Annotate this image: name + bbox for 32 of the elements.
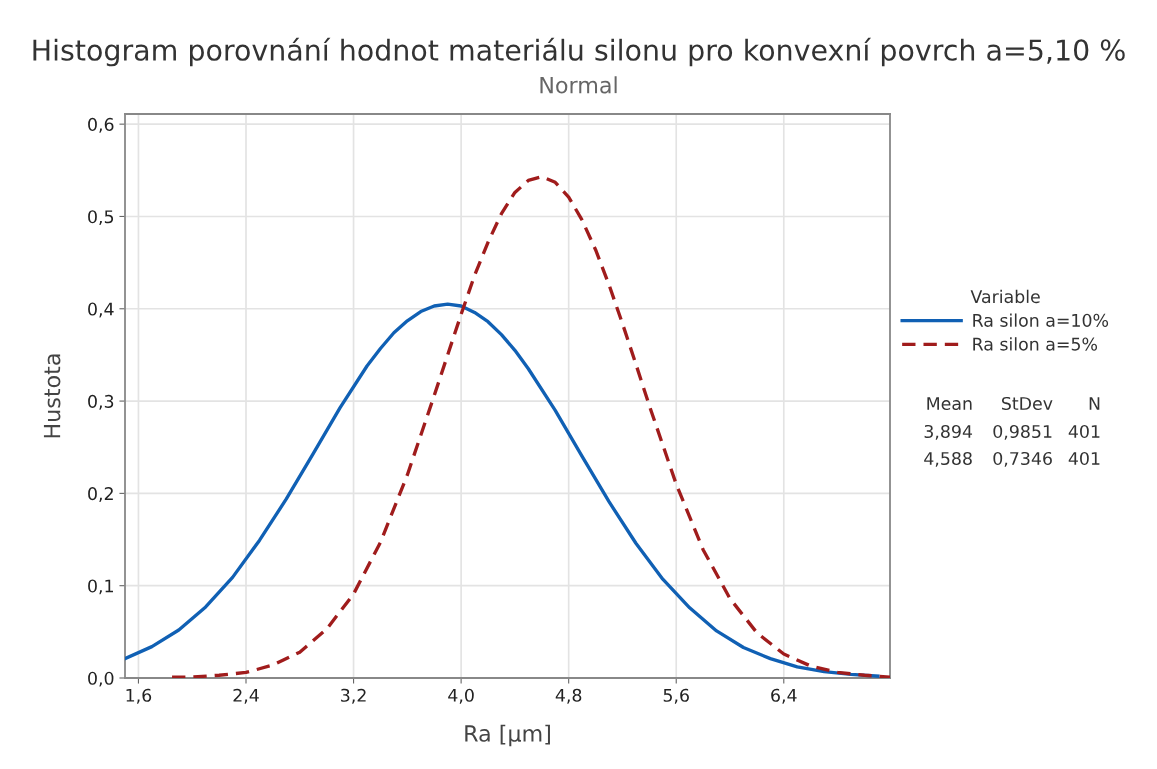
x-axis-title: Ra [µm]	[465, 724, 550, 747]
text: 0,9851	[993, 424, 1052, 440]
x-tick-label: 4,8	[555, 688, 582, 704]
y-tick-label: 0,6	[88, 117, 114, 133]
x-tick-label: 3,2	[341, 688, 366, 704]
chart-title: Histogram porovnání hodnot materiálu silonu pro konvexní povrch a=5,10 %	[33, 37, 1125, 67]
text: StDev	[1001, 396, 1053, 411]
y-tick-label: 0,3	[88, 394, 114, 410]
text: 0,7346	[993, 451, 1052, 467]
x-tick-label: 4,0	[448, 688, 474, 704]
x-tick-label: 5,6	[663, 688, 689, 704]
x-tick-label: 6,4	[771, 688, 797, 704]
text: 4,588	[924, 451, 972, 467]
text: N	[1089, 397, 1100, 410]
text: Mean	[927, 397, 972, 411]
x-tick-label: 2,4	[233, 688, 259, 704]
text: 3,894	[924, 424, 973, 440]
y-tick-label: 0,5	[88, 210, 114, 226]
legend-label: Ra silon a=5%	[973, 337, 1098, 351]
y-tick-label: 0,1	[88, 579, 113, 595]
legend-title: Variable	[970, 289, 1040, 304]
text: 401	[1068, 451, 1100, 466]
y-tick-label: 0,4	[88, 302, 114, 318]
line-series	[170, 175, 890, 678]
text: 401	[1068, 424, 1100, 439]
y-tick-label: 0,0	[88, 671, 114, 687]
legend-label: Ra silon a=10%	[973, 313, 1109, 327]
line-series	[125, 302, 880, 678]
y-tick-label: 0,2	[88, 487, 113, 502]
x-tick-label: 1,6	[126, 688, 152, 704]
chart-subtitle: Normal	[540, 76, 617, 94]
y-axis-title: Hustota	[43, 354, 61, 438]
